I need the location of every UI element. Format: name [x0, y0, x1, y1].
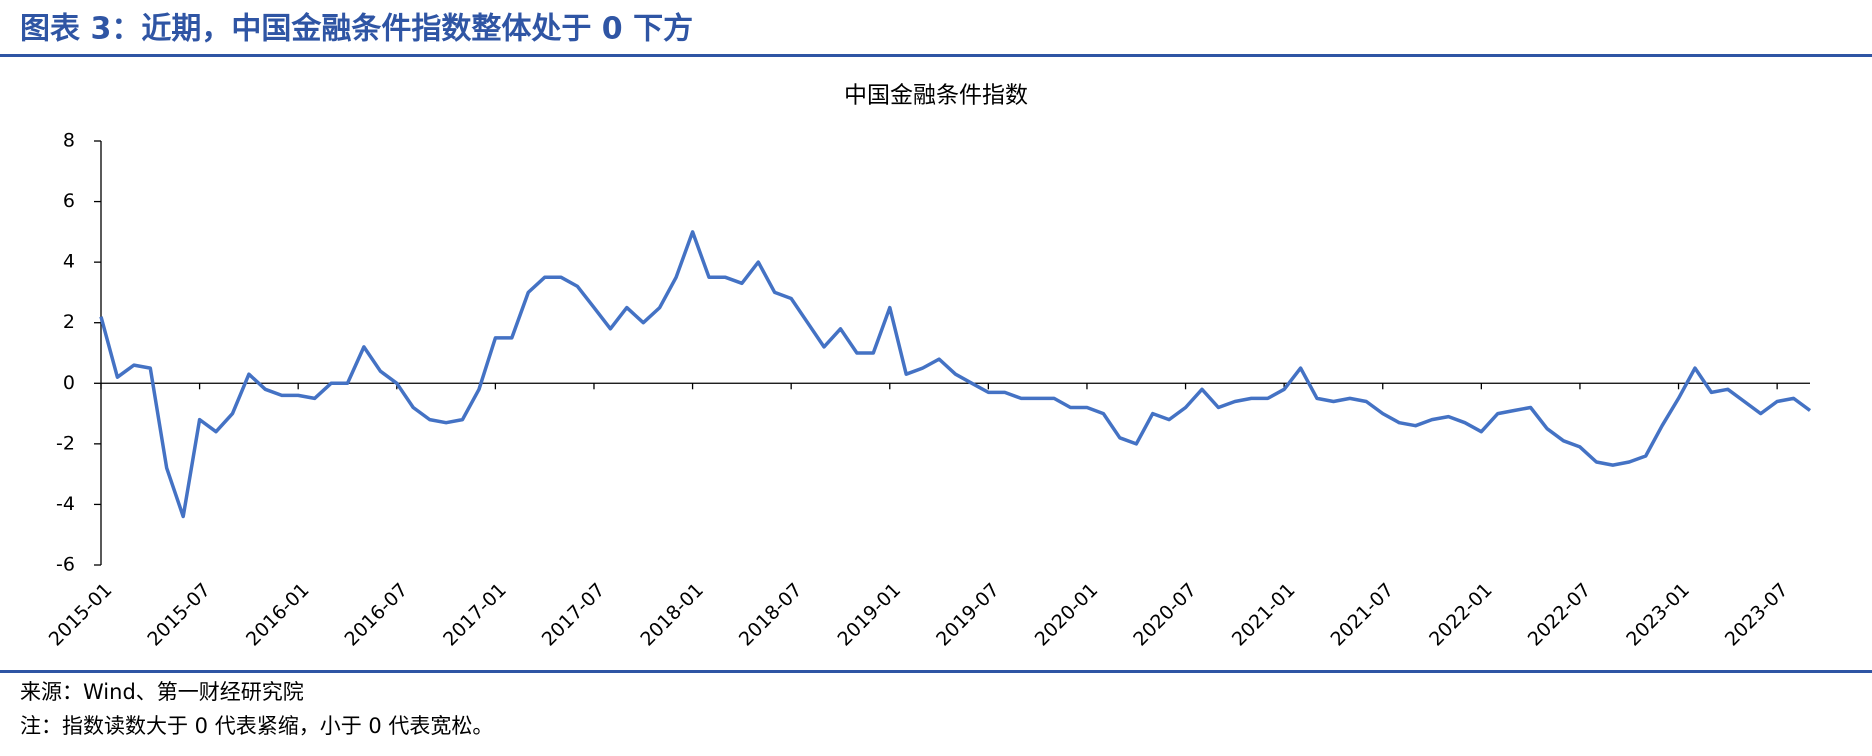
y-tick-label: 6	[63, 190, 75, 212]
x-tick-label: 2020-01	[1031, 579, 1103, 651]
y-tick-label: 4	[63, 251, 75, 273]
x-tick-label: 2023-01	[1622, 579, 1694, 651]
footnote: 注：指数读数大于 0 代表紧缩，小于 0 代表宽松。	[20, 714, 493, 738]
x-tick-label: 2018-01	[636, 579, 708, 651]
x-tick-label: 2017-01	[439, 579, 511, 651]
page-title: 图表 3：近期，中国金融条件指数整体处于 0 下方	[20, 12, 693, 47]
y-tick-label: -4	[56, 493, 75, 515]
x-tick-label: 2016-01	[242, 579, 314, 651]
x-tick-label: 2015-07	[143, 579, 215, 651]
x-tick-label: 2021-01	[1228, 579, 1300, 651]
x-tick-label: 2020-07	[1129, 579, 1201, 651]
source-note: 来源：Wind、第一财经研究院	[20, 680, 304, 704]
footer-rule	[0, 670, 1872, 673]
y-tick-label: 2	[63, 311, 75, 333]
x-tick-label: 2018-07	[735, 579, 807, 651]
x-tick-label: 2019-07	[932, 579, 1004, 651]
y-tick-label: 8	[63, 130, 75, 152]
chart-title: 中国金融条件指数	[844, 83, 1028, 109]
x-tick-label: 2016-07	[341, 579, 413, 651]
x-tick-label: 2022-07	[1524, 579, 1596, 651]
data-line	[99, 230, 1812, 519]
y-tick-label: 0	[63, 372, 75, 394]
y-tick-label: -6	[56, 554, 75, 576]
y-tick-label: -2	[56, 432, 75, 454]
x-tick-label: 2021-07	[1326, 579, 1398, 651]
x-tick-label: 2022-01	[1425, 579, 1497, 651]
x-tick-label: 2017-07	[538, 579, 610, 651]
x-tick-label: 2015-01	[45, 579, 117, 651]
x-tick-label: 2023-07	[1721, 579, 1793, 651]
x-tick-label: 2019-01	[833, 579, 905, 651]
header-rule	[0, 54, 1872, 57]
